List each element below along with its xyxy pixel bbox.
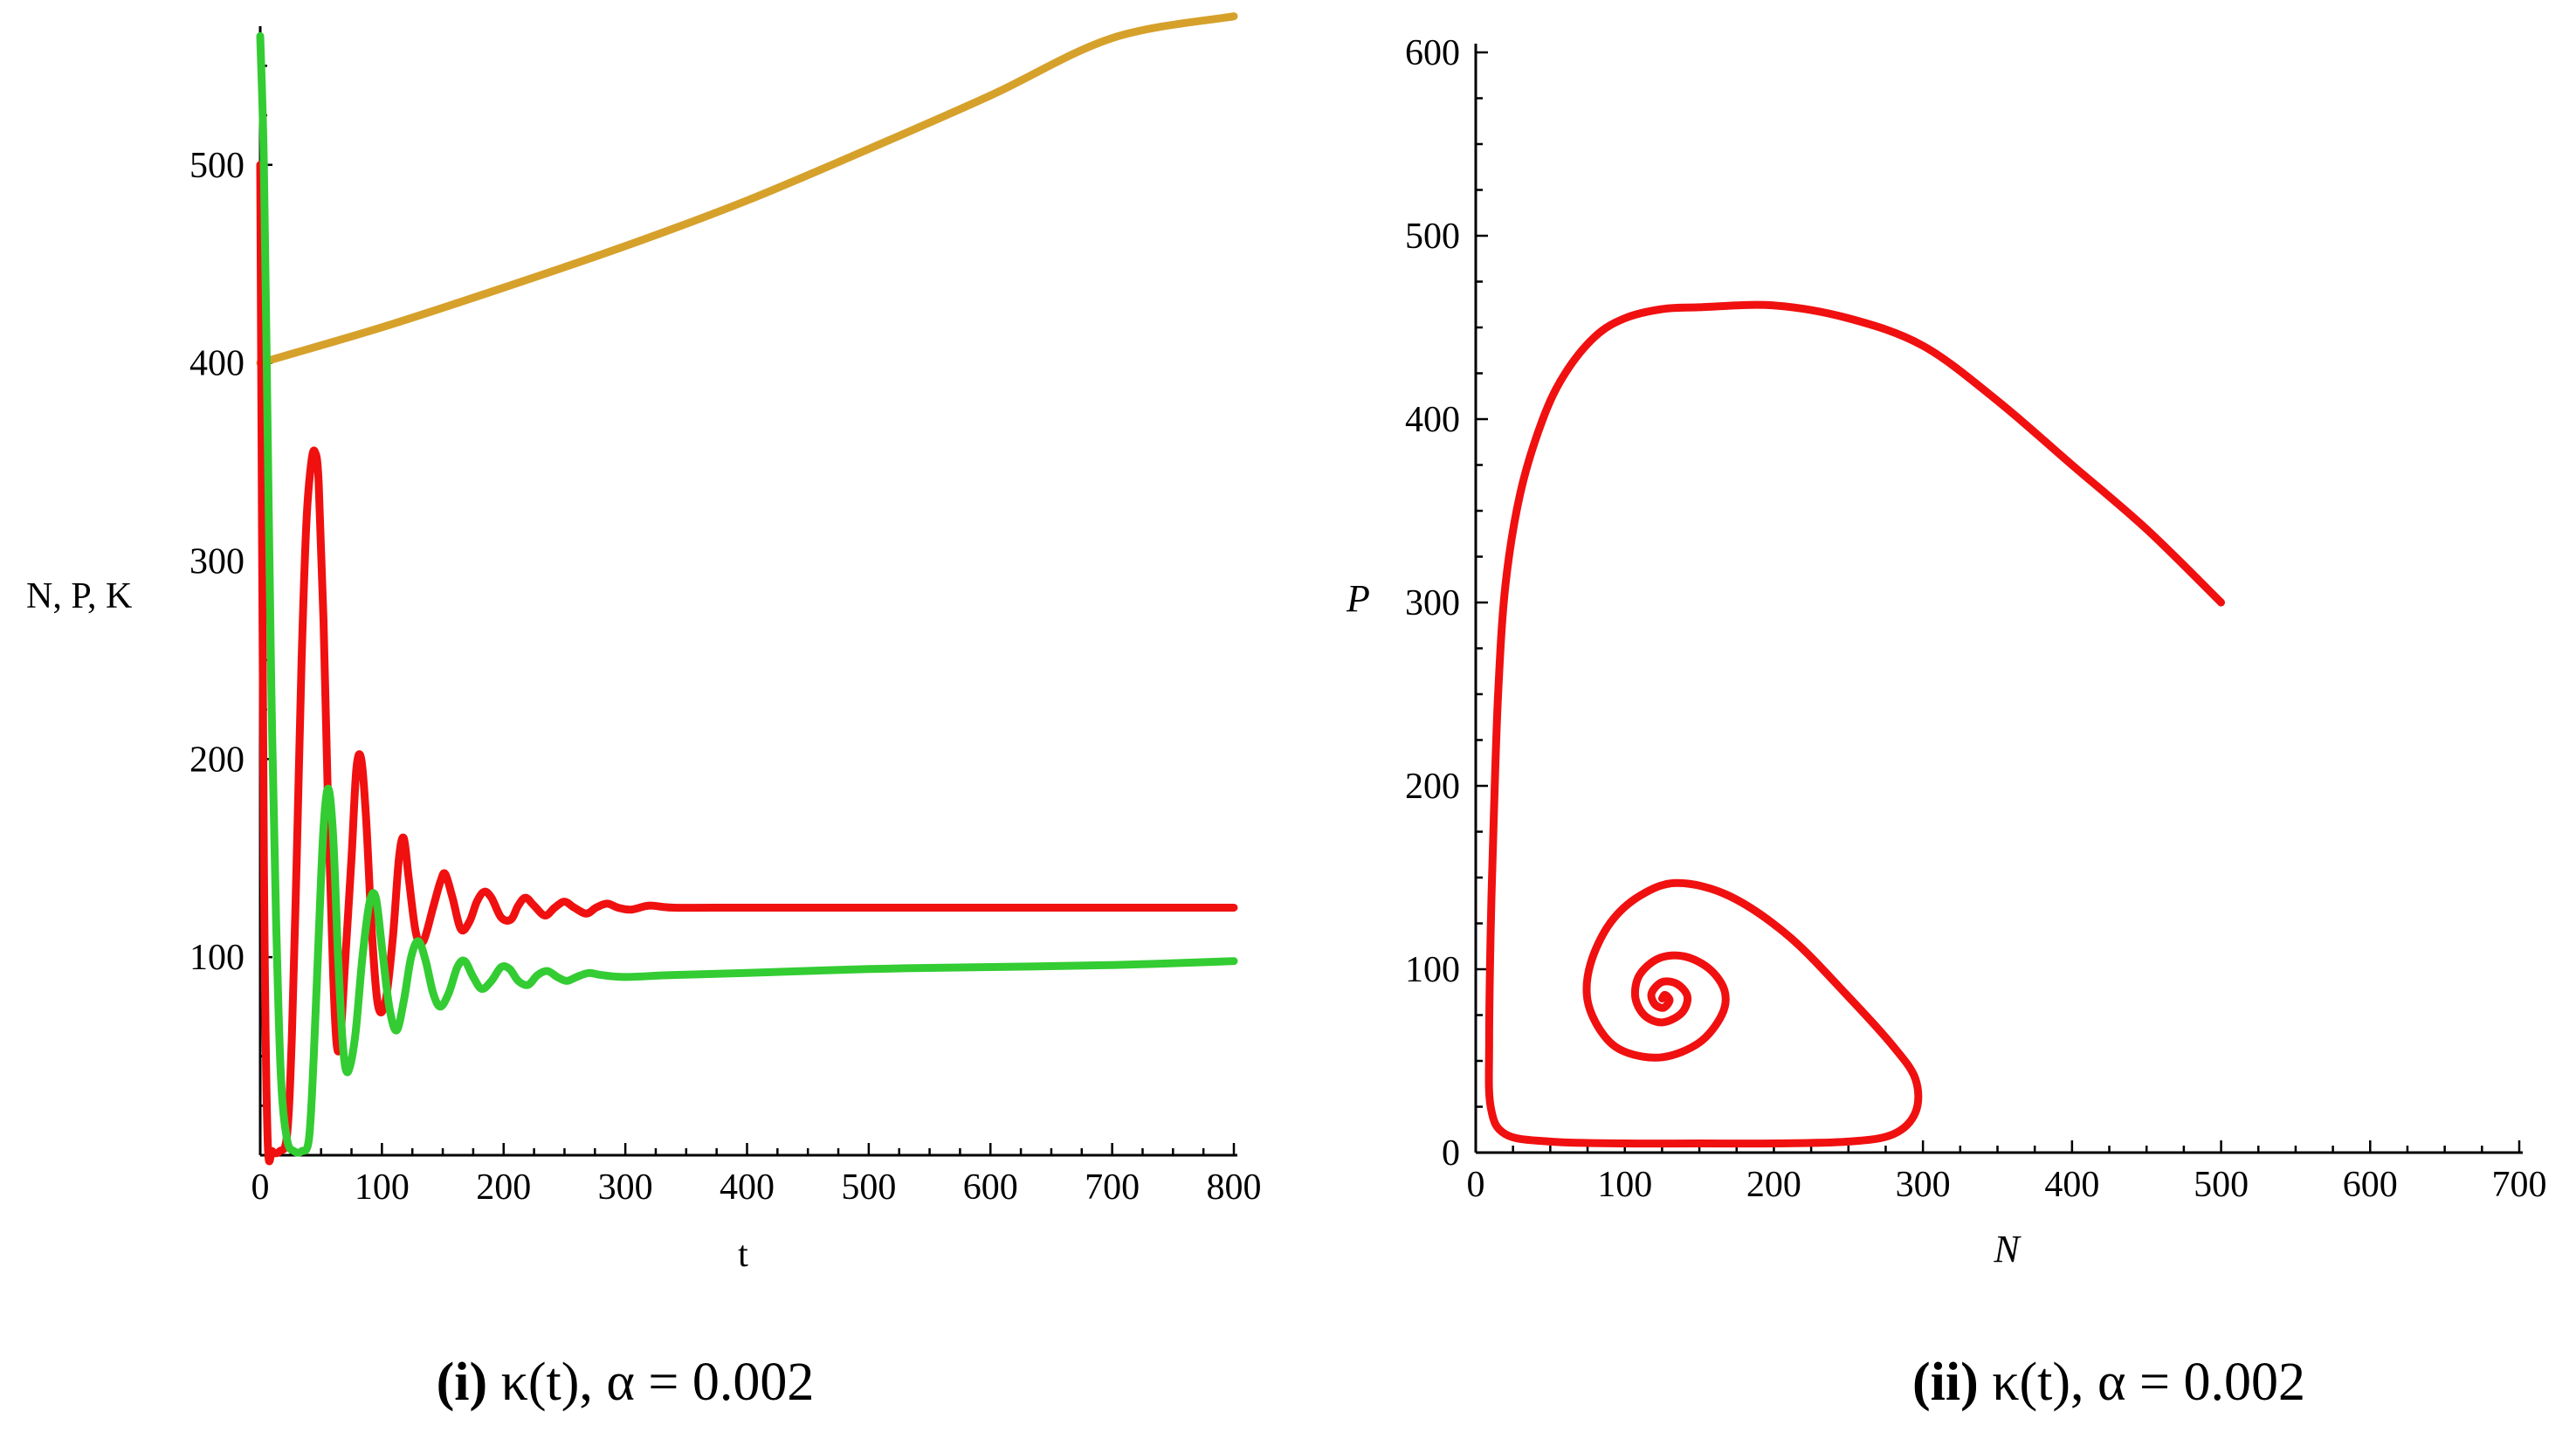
- y-axis-label: N, P, K: [26, 576, 132, 616]
- y-tick-label: 400: [189, 344, 245, 384]
- x-tick-label: 200: [1746, 1165, 1801, 1205]
- x-tick-label: 0: [251, 1167, 270, 1208]
- x-axis-label: t: [738, 1235, 748, 1275]
- caption-label: (i): [437, 1353, 488, 1412]
- x-axis-label: N: [1993, 1228, 2022, 1270]
- y-tick-label: 400: [1405, 400, 1460, 440]
- x-tick-label: 200: [476, 1167, 531, 1208]
- figure-caption: (ii) κ(t), α = 0.002: [1912, 1353, 2305, 1412]
- y-tick-label: 100: [189, 938, 245, 978]
- x-tick-label: 700: [2492, 1165, 2547, 1205]
- x-tick-label: 300: [1896, 1165, 1951, 1205]
- x-tick-label: 300: [598, 1167, 653, 1208]
- caption-label: (ii): [1912, 1353, 1979, 1412]
- x-tick-label: 500: [2194, 1165, 2249, 1205]
- y-axis-label: P: [1346, 577, 1370, 620]
- x-tick-label: 100: [1597, 1165, 1652, 1205]
- caption-formula: κ(t), α = 0.002: [501, 1353, 815, 1412]
- chart-panel-right: 0 100 200 300 400 500 600 700 0 100 200 300 400 500 60…: [1346, 33, 2547, 1412]
- y-tick-label: 100: [1405, 950, 1460, 990]
- y-tick-label: 300: [1405, 583, 1460, 623]
- y-tick-label: 0: [1442, 1133, 1460, 1174]
- y-tick-label: 500: [189, 146, 245, 186]
- x-tick-label: 400: [2044, 1165, 2099, 1205]
- caption-formula: κ(t), α = 0.002: [1992, 1353, 2305, 1412]
- figure-caption: (i) κ(t), α = 0.002: [437, 1353, 815, 1412]
- y-tick-label: 500: [1405, 217, 1460, 257]
- series-line-p: [256, 31, 1238, 1157]
- series-line-trajectory: [1484, 300, 2226, 1148]
- series-line-k: [256, 12, 1238, 368]
- series-line-n: [256, 161, 1238, 1166]
- x-tick-label: 600: [2343, 1165, 2398, 1205]
- x-tick-label: 400: [720, 1167, 775, 1208]
- x-tick-label: 700: [1085, 1167, 1140, 1208]
- y-tick-label: 200: [1405, 767, 1460, 807]
- x-tick-label: 500: [841, 1167, 896, 1208]
- x-tick-label: 600: [963, 1167, 1018, 1208]
- chart-panel-left: 0 100 200 300 400 500 600 700 800 100 200 300 400 500…: [26, 12, 1262, 1412]
- x-tick-label: 800: [1207, 1167, 1262, 1208]
- y-tick-label: 600: [1405, 33, 1460, 73]
- y-tick-label: 200: [189, 740, 245, 780]
- x-tick-label: 100: [355, 1167, 410, 1208]
- y-tick-label: 300: [189, 541, 245, 582]
- x-tick-label: 0: [1467, 1165, 1485, 1205]
